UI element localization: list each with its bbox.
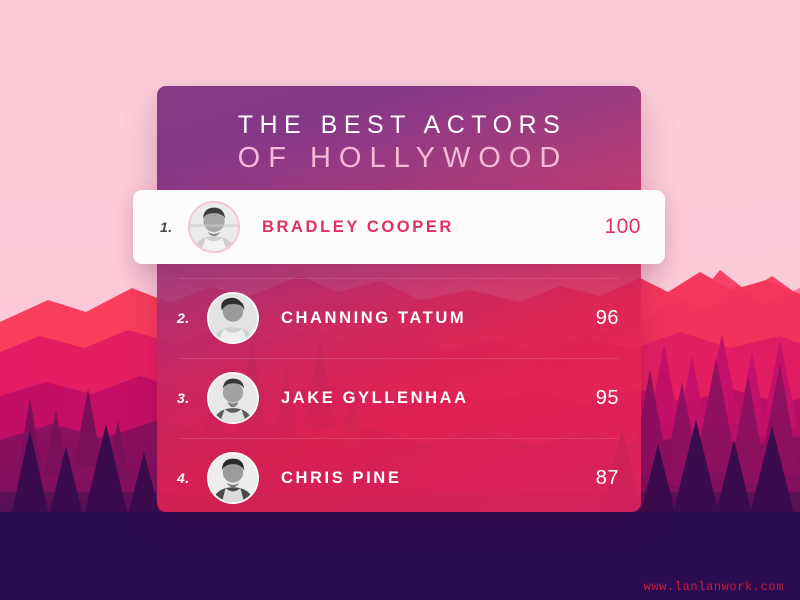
list-item[interactable]: 4. CHRIS PINE 87 [157,438,641,512]
avatar [188,201,240,253]
ranking-list: 2. CHANNING TATUM 96 3. [157,204,641,512]
watermark: www.lanlanwork.com [643,580,784,594]
actor-name: CHRIS PINE [281,468,402,487]
actor-name: CHANNING TATUM [281,308,467,327]
actor-name: BRADLEY COOPER [262,217,454,236]
actor-score: 100 [604,215,641,238]
avatar [207,372,259,424]
list-item[interactable]: 3. JAKE GYLLENHAA 95 [157,358,641,438]
ranking-card: THE BEST ACTORS OF HOLLYWOOD 2. [157,86,641,512]
page-title-line-2: OF HOLLYWOOD [237,142,569,174]
rank-number: 1. [160,219,173,235]
actor-score: 95 [595,386,619,409]
page-title-line-1: THE BEST ACTORS [237,111,567,139]
card-header: THE BEST ACTORS OF HOLLYWOOD [157,86,641,175]
rank-number: 3. [177,390,190,406]
avatar [207,292,259,344]
rank-number: 2. [177,310,190,326]
actor-score: 96 [595,306,619,329]
rank-number: 4. [177,470,190,486]
avatar [207,452,259,504]
list-item[interactable]: 2. CHANNING TATUM 96 [157,278,641,358]
featured-list-item[interactable]: 1. BRADLEY COOPER 100 [133,190,665,264]
actor-score: 87 [595,466,619,489]
actor-name: JAKE GYLLENHAA [281,388,469,407]
